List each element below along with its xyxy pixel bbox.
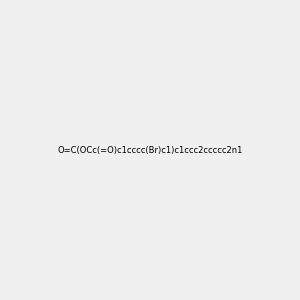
Text: O=C(OCc(=O)c1cccc(Br)c1)c1ccc2ccccc2n1: O=C(OCc(=O)c1cccc(Br)c1)c1ccc2ccccc2n1 xyxy=(57,146,243,154)
